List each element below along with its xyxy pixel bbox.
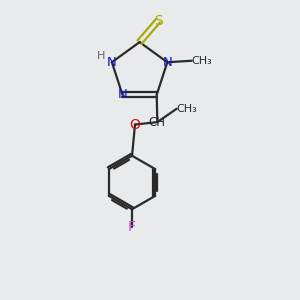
Text: O: O [130,118,140,131]
Text: S: S [154,14,162,28]
Text: F: F [128,220,136,234]
Text: N: N [162,56,172,69]
Text: N: N [107,56,117,69]
Text: CH₃: CH₃ [192,56,212,66]
Text: H: H [96,51,105,61]
Text: N: N [118,88,128,101]
Text: CH: CH [149,116,166,129]
Text: CH₃: CH₃ [177,104,197,114]
